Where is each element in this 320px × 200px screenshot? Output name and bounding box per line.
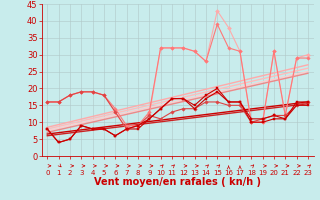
X-axis label: Vent moyen/en rafales ( kn/h ): Vent moyen/en rafales ( kn/h ) <box>94 177 261 187</box>
